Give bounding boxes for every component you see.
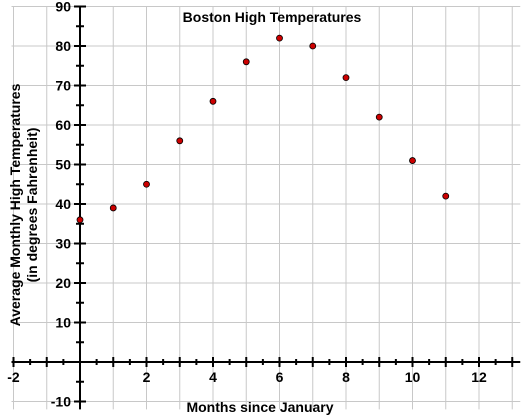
x-tick-label: 2 — [143, 369, 151, 385]
y-tick-label: 70 — [55, 78, 71, 94]
ticks — [12, 5, 514, 403]
axes — [11, 6, 521, 410]
x-tick-label: 4 — [209, 369, 217, 385]
data-point — [409, 157, 416, 164]
x-tick-label: 8 — [342, 369, 350, 385]
chart-title: Boston High Temperatures — [183, 9, 362, 25]
y-axis-label-line-2: (in degrees Fahrenheit) — [24, 128, 40, 283]
grid — [11, 6, 521, 410]
y-tick-label: 20 — [55, 275, 71, 291]
data-point — [276, 34, 283, 42]
x-tick-label: 12 — [471, 369, 487, 385]
y-tick-label: 50 — [55, 157, 71, 173]
tick-labels: -2 2 4 6 8 10 12 -10 10 20 30 40 50 60 70 80 90 — [7, 0, 487, 410]
data-point — [176, 137, 184, 145]
data-point — [442, 192, 450, 200]
x-tick-label: -2 — [7, 369, 20, 385]
data-point — [242, 58, 250, 66]
x-axis-label: Months since January — [186, 399, 333, 415]
y-tick-label: 90 — [55, 0, 71, 15]
data-points — [76, 34, 450, 224]
data-point — [375, 113, 383, 121]
data-point — [309, 42, 317, 50]
y-tick-label: -10 — [51, 394, 71, 410]
y-axis-label-line-1: Average Monthly High Temperatures — [7, 83, 23, 326]
x-tick-label: 10 — [405, 369, 421, 385]
data-point — [209, 97, 217, 105]
data-point — [109, 204, 117, 212]
data-point — [143, 180, 150, 188]
y-tick-label: 40 — [55, 196, 71, 212]
y-tick-label: 10 — [55, 315, 71, 331]
x-tick-label: 6 — [276, 369, 284, 385]
data-point — [342, 74, 350, 81]
y-tick-label: 30 — [55, 236, 71, 252]
y-tick-label: 80 — [55, 38, 71, 54]
y-tick-label: 60 — [55, 117, 71, 133]
data-point — [76, 216, 84, 224]
